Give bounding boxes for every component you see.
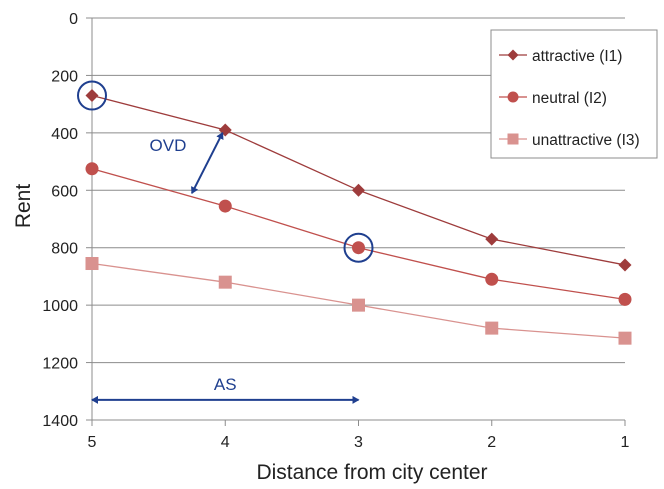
- legend-label: neutral (I2): [532, 90, 607, 107]
- y-tick-label: 200: [51, 68, 78, 85]
- data-point: [218, 199, 232, 213]
- legend-label: attractive (I1): [532, 48, 622, 65]
- data-point: [485, 232, 499, 246]
- legend-label: unattractive (I3): [532, 132, 640, 149]
- data-point: [618, 292, 632, 306]
- data-point: [485, 272, 499, 286]
- x-tick-label: 2: [487, 434, 496, 451]
- highlight-circle: [77, 80, 107, 111]
- annotation-label: OVD: [150, 136, 187, 155]
- data-point: [218, 275, 232, 289]
- legend-marker: [507, 49, 519, 61]
- data-point: [352, 183, 365, 197]
- series-2: [85, 162, 632, 306]
- x-tick-label: 3: [354, 434, 363, 451]
- highlight-circle: [343, 232, 374, 263]
- annotations: OVD AS: [77, 80, 374, 404]
- x-axis-title: Distance from city center: [256, 461, 487, 484]
- axes: 0 200 400 600 800 1000 1200 1400 5 4 3 2 1: [42, 11, 629, 451]
- series-1: [85, 89, 632, 272]
- data-point: [85, 162, 99, 176]
- x-tick-label: 5: [88, 434, 97, 451]
- x-tick-label: 1: [621, 434, 630, 451]
- data-point: [85, 257, 99, 271]
- y-tick-label: 1000: [42, 298, 78, 315]
- legend: attractive (I1) neutral (I2) unattractive …: [490, 29, 658, 159]
- annotation-arrow: [191, 131, 224, 195]
- data-point: [485, 321, 499, 335]
- data-point: [618, 331, 632, 345]
- y-tick-label: 400: [51, 126, 78, 143]
- y-tick-label: 1400: [42, 413, 78, 430]
- legend-marker: [507, 91, 519, 103]
- y-tick-label: 800: [51, 241, 78, 258]
- series-lines: [85, 89, 632, 345]
- data-point: [618, 258, 632, 272]
- y-tick-label: 1200: [42, 356, 78, 373]
- y-axis-title: Rent: [12, 184, 35, 229]
- annotation-label: AS: [214, 375, 237, 394]
- series-3: [85, 257, 632, 345]
- data-point: [352, 241, 365, 255]
- x-tick-label: 4: [221, 434, 230, 451]
- y-tick-label: 0: [69, 11, 78, 28]
- data-point: [85, 89, 99, 103]
- legend-box: [490, 29, 658, 159]
- y-tick-label: 600: [51, 183, 78, 200]
- legend-marker: [507, 133, 519, 145]
- data-point: [352, 298, 365, 312]
